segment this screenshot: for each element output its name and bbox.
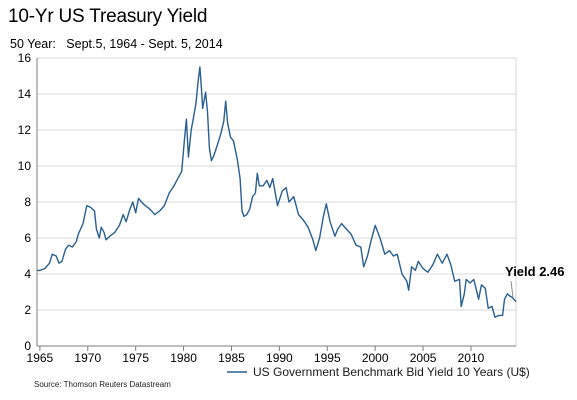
y-tick-label: 16 [18,51,32,65]
chart-subtitle: 50 Year: Sept.5, 1964 - Sept. 5, 2014 [10,37,223,51]
x-tick-label: 1965 [27,351,54,365]
x-tick-label: 1980 [170,351,197,365]
x-tick-label: 2000 [362,351,389,365]
source-note: Source: Thomson Reuters Datastream [34,380,171,389]
y-tick-label: 14 [18,87,32,101]
x-tick-label: 2005 [410,351,437,365]
label-layer: US Government Benchmark Bid Yield 10 Yea… [227,264,565,379]
annotation-leader [510,280,514,298]
axis-layer: 0 2 4 6 8 10 12 14 16 1965 1970 1975 1980 1985 1990 199… [18,51,517,365]
x-tick-label: 1975 [122,351,149,365]
y-tick-label: 0 [24,339,31,353]
x-tick-label: 2010 [458,351,485,365]
x-tick-label: 1970 [74,351,101,365]
x-tick-label: 1985 [218,351,245,365]
y-tick-label: 2 [24,303,31,317]
yield-annotation: Yield 2.46 [505,264,565,279]
series-line [37,66,517,318]
x-tick-label: 1995 [314,351,341,365]
legend-label: US Government Benchmark Bid Yield 10 Yea… [253,365,530,379]
chart-title: 10-Yr US Treasury Yield [8,6,208,27]
grid-layer [37,57,516,311]
x-tick-label: 1990 [266,351,293,365]
y-tick-label: 10 [18,159,32,173]
y-tick-label: 12 [18,123,32,137]
y-tick-label: 4 [24,267,31,281]
y-tick-label: 6 [24,231,31,245]
y-tick-label: 8 [24,195,31,209]
series-layer [37,66,517,318]
